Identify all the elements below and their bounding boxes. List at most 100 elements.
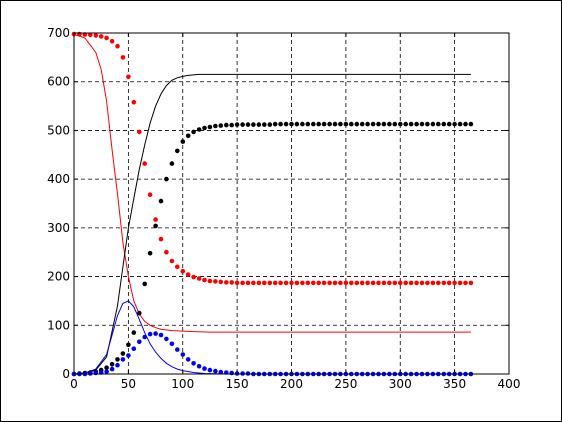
series-4-point	[153, 223, 158, 229]
series-4-point	[294, 121, 300, 127]
series-3-point	[354, 280, 360, 286]
series-3-point	[147, 192, 153, 197]
series-4-point	[169, 161, 175, 166]
series-4-point	[262, 122, 267, 127]
series-4-point	[338, 121, 343, 127]
series-4-point	[376, 121, 381, 127]
series-3-point	[457, 280, 463, 286]
series-4-point	[245, 122, 251, 127]
y-tick-label: 600	[47, 75, 70, 89]
series-3-point	[436, 280, 441, 286]
series-5-point	[196, 363, 202, 369]
series-3-point	[88, 32, 93, 38]
series-5-point	[164, 336, 169, 342]
series-4-point	[218, 123, 224, 128]
series-3-point	[381, 280, 387, 286]
series-3-point	[376, 280, 381, 286]
y-tick-label: 200	[47, 270, 70, 284]
series-5-point	[147, 331, 153, 337]
series-5-point	[115, 362, 120, 368]
series-3-point	[164, 249, 169, 255]
series-5-point	[109, 366, 115, 372]
series-5-point	[158, 332, 164, 338]
series-4-point	[349, 121, 354, 127]
series-3-point	[115, 43, 120, 49]
series-4-point	[354, 121, 360, 127]
series-4-point	[175, 148, 180, 154]
series-4-point	[126, 342, 131, 348]
x-tick-label: 350	[443, 377, 466, 391]
series-4-point	[419, 121, 425, 127]
x-tick-label: 200	[280, 377, 303, 391]
series-4-point	[452, 121, 457, 127]
series-4-point	[115, 357, 120, 362]
axis-ticks: 0 50 100 150 200 250 300 350 400 0 100 200 300 400 500…	[47, 26, 520, 391]
series-3-point	[185, 272, 191, 277]
series-5-point	[93, 370, 99, 376]
x-tick-label: 400	[498, 377, 521, 391]
series-3-point	[408, 280, 414, 286]
series-4-point	[180, 139, 186, 144]
series-line-1	[73, 73, 471, 375]
series-4-point	[321, 121, 327, 127]
x-tick-label: 0	[70, 377, 78, 391]
series-3-point	[327, 280, 332, 286]
series-5-point	[175, 347, 180, 352]
series-5-point	[131, 346, 137, 352]
series-4-point	[104, 365, 109, 371]
series-4-point	[240, 122, 245, 127]
series-4-point	[408, 121, 414, 127]
series-4-point	[463, 121, 468, 127]
series-3-point	[98, 34, 104, 39]
series-3-point	[419, 280, 425, 286]
y-tick-label: 500	[47, 123, 70, 137]
x-tick-label: 50	[121, 377, 136, 391]
series-line-2	[73, 300, 471, 375]
series-3-point	[365, 280, 370, 286]
x-tick-label: 100	[171, 377, 194, 391]
series-4-point	[234, 122, 240, 127]
series-4-point	[191, 129, 196, 135]
series-3-point	[441, 280, 447, 286]
grid-lines	[74, 33, 509, 374]
series-4-point	[387, 121, 392, 127]
series-3-point	[251, 280, 256, 286]
series-5-point	[185, 357, 191, 362]
series-3-point	[169, 258, 175, 264]
series-3-point	[289, 280, 294, 286]
series-3-point	[321, 280, 327, 286]
series-4-point	[213, 123, 218, 129]
series-3-point	[104, 35, 109, 41]
series-3-point	[343, 280, 349, 286]
series-3-point	[311, 280, 316, 286]
series-4-point	[398, 121, 403, 127]
series-3-point	[240, 280, 245, 286]
series-5-point	[207, 367, 213, 373]
series-4-point	[305, 121, 311, 127]
series-5-point	[229, 370, 234, 376]
series-4-point	[202, 125, 207, 131]
series-3-point	[403, 280, 409, 286]
series-3-point	[316, 280, 322, 286]
series-3-point	[283, 280, 289, 286]
series-4-point	[272, 121, 278, 127]
series-3-point	[126, 74, 131, 80]
series-3-point	[272, 280, 278, 286]
series-4-point	[267, 122, 273, 127]
series-4-point	[414, 121, 419, 127]
series-3-point	[120, 55, 126, 60]
series-4-point	[164, 176, 169, 182]
y-tick-label: 300	[47, 221, 70, 235]
series-4-point	[207, 124, 213, 130]
series-5-point	[180, 352, 186, 357]
series-4-point	[327, 121, 332, 127]
series-5-point	[142, 334, 147, 340]
series-4-point	[365, 121, 370, 127]
series-4-point	[120, 351, 126, 356]
series-3-point	[93, 33, 99, 38]
series-3-point	[109, 39, 115, 44]
series-3-point	[267, 280, 273, 286]
series-3-point	[349, 280, 354, 286]
series-4-point	[251, 122, 256, 127]
series-5-point	[191, 361, 196, 366]
